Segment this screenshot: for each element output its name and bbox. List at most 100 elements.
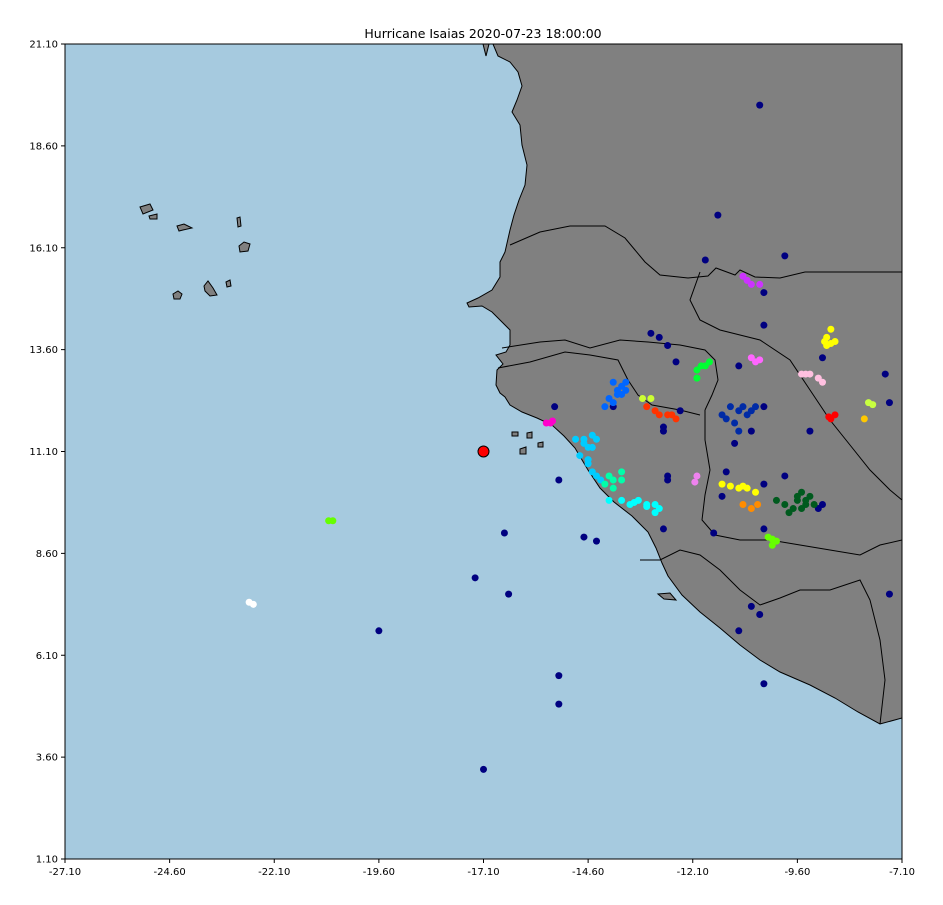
- data-point: [601, 480, 609, 488]
- island: [537, 441, 544, 448]
- data-point: [647, 395, 655, 403]
- y-tick-label: 6.10: [36, 651, 58, 662]
- island: [238, 241, 251, 253]
- data-point: [605, 496, 613, 504]
- data-point: [549, 417, 557, 425]
- mainland-landmass: [466, 44, 902, 725]
- data-point: [668, 411, 676, 419]
- data-point: [726, 403, 734, 411]
- x-tick-label: -24.60: [154, 867, 186, 878]
- data-point: [471, 574, 479, 582]
- data-point: [664, 342, 672, 350]
- data-point: [584, 460, 592, 468]
- x-tick-label: -12.10: [677, 867, 709, 878]
- y-tick-label: 16.10: [29, 243, 58, 254]
- data-point: [760, 480, 768, 488]
- data-point: [827, 340, 835, 348]
- data-point: [752, 488, 760, 496]
- data-point: [691, 478, 699, 486]
- data-point: [802, 496, 810, 504]
- data-point: [735, 627, 743, 635]
- data-point: [714, 211, 722, 219]
- data-point: [609, 399, 617, 407]
- data-point: [672, 358, 680, 366]
- data-point: [329, 517, 337, 525]
- data-point: [572, 435, 580, 443]
- data-point: [726, 482, 734, 490]
- data-point: [885, 399, 893, 407]
- data-point: [651, 509, 659, 517]
- data-point: [580, 533, 588, 541]
- data-point: [802, 370, 810, 378]
- data-point: [701, 256, 709, 264]
- data-point: [643, 403, 651, 411]
- data-point: [718, 411, 726, 419]
- island: [236, 216, 242, 228]
- data-point: [781, 500, 789, 508]
- x-tick-label: -22.10: [258, 867, 290, 878]
- data-point: [618, 476, 626, 484]
- data-point: [592, 537, 600, 545]
- data-point: [754, 500, 762, 508]
- storm-center-marker: [477, 445, 490, 458]
- data-point: [735, 362, 743, 370]
- data-point: [756, 356, 764, 364]
- data-point: [701, 362, 709, 370]
- data-point: [781, 472, 789, 480]
- data-point: [806, 427, 814, 435]
- island: [225, 279, 232, 288]
- data-point: [781, 252, 789, 260]
- data-point: [731, 419, 739, 427]
- data-point: [760, 680, 768, 688]
- data-point: [618, 496, 626, 504]
- data-point: [760, 525, 768, 533]
- data-point: [768, 541, 776, 549]
- x-tick-label: -14.60: [572, 867, 604, 878]
- y-tick-label: 3.60: [36, 753, 58, 764]
- data-point: [818, 354, 826, 362]
- data-point: [576, 452, 584, 460]
- data-point: [752, 403, 760, 411]
- border-line: [701, 410, 902, 556]
- x-tick-label: -17.10: [467, 867, 499, 878]
- data-point: [885, 590, 893, 598]
- data-point: [659, 427, 667, 435]
- data-point: [609, 378, 617, 386]
- data-point: [869, 401, 877, 409]
- data-point: [722, 468, 730, 476]
- y-tick-label: 8.60: [36, 549, 58, 560]
- data-point: [375, 627, 383, 635]
- data-point: [659, 525, 667, 533]
- x-tick-label: -9.60: [784, 867, 810, 878]
- island: [172, 290, 183, 300]
- island: [176, 223, 194, 232]
- data-point: [785, 509, 793, 517]
- data-point: [555, 700, 563, 708]
- island: [482, 44, 490, 57]
- data-point: [555, 476, 563, 484]
- data-point: [609, 476, 617, 484]
- data-point: [881, 370, 889, 378]
- x-tick-label: -27.10: [49, 867, 81, 878]
- border-line: [689, 271, 902, 501]
- data-point: [860, 415, 868, 423]
- border-line: [497, 351, 701, 416]
- data-point: [618, 468, 626, 476]
- data-point: [756, 101, 764, 109]
- data-point: [693, 374, 701, 382]
- data-point: [555, 672, 563, 680]
- data-point: [818, 500, 826, 508]
- data-point: [793, 492, 801, 500]
- data-point: [630, 498, 638, 506]
- data-point: [664, 476, 672, 484]
- data-point: [643, 503, 651, 511]
- chart-title: Hurricane Isaias 2020-07-23 18:00:00: [364, 26, 602, 41]
- data-point: [580, 435, 588, 443]
- data-point: [618, 390, 626, 398]
- data-point: [739, 500, 747, 508]
- data-point: [747, 602, 755, 610]
- data-point: [601, 403, 609, 411]
- data-point: [760, 289, 768, 297]
- data-point: [480, 765, 487, 773]
